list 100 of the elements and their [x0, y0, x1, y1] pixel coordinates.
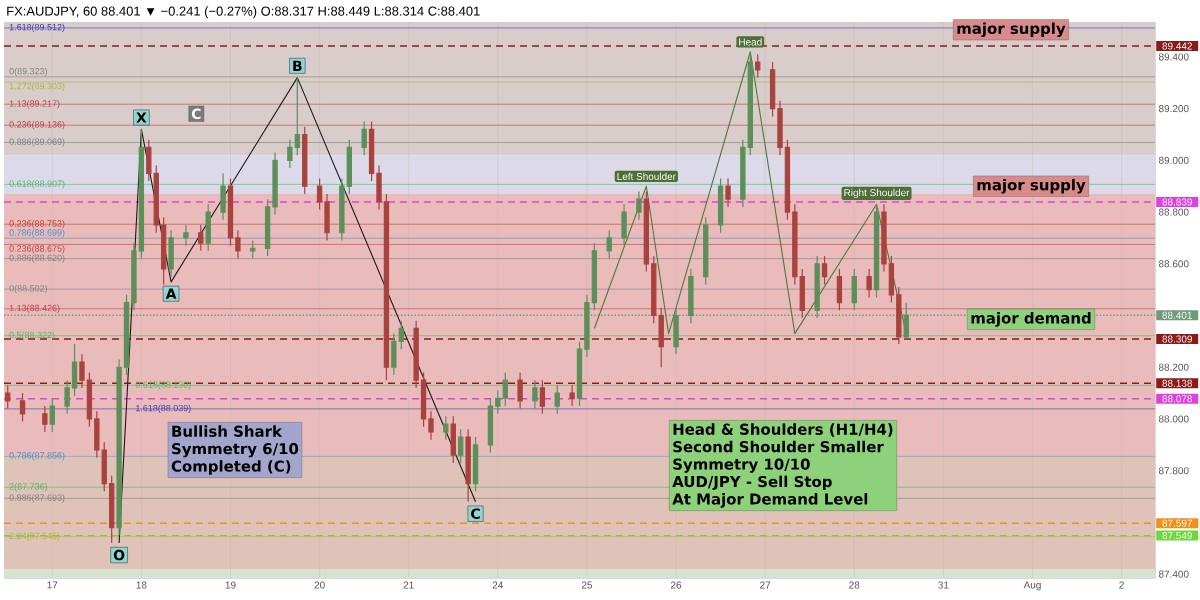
candlestick	[49, 397, 55, 433]
candlestick	[450, 415, 456, 464]
x-tick-label: Aug	[1023, 581, 1041, 591]
candlestick	[71, 343, 78, 397]
ref-line-label: 0.786(88.699)	[9, 229, 65, 238]
annotation: Right Shoulder	[844, 188, 910, 199]
annotation: Symmetry 6/10	[172, 443, 299, 458]
annotation: Head	[739, 38, 762, 46]
ref-line-label: 1.618(89.512)	[9, 23, 65, 33]
annotation: Left Shoulder	[617, 172, 676, 181]
annotation: A	[165, 288, 177, 299]
candlestick	[821, 255, 828, 286]
line-series	[593, 51, 907, 335]
annotation: C	[191, 108, 201, 120]
candlestick	[79, 353, 85, 389]
y-tick-label: 88.800	[1158, 208, 1189, 216]
candlestick	[755, 53, 761, 79]
annotation: Bullish Shark	[172, 425, 283, 437]
ref-line-label: 0(88.502)	[9, 284, 47, 294]
candlestick	[465, 428, 471, 503]
ref-line-label: 0(89.323)	[9, 67, 47, 77]
candlestick	[725, 177, 731, 208]
ref-line-label: 88.309	[1162, 335, 1192, 343]
candlestick	[584, 294, 590, 358]
x-tick-label: 18	[136, 581, 147, 589]
candlestick	[896, 286, 902, 345]
candlestick	[220, 172, 226, 221]
y-tick-label: 87.400	[1158, 570, 1189, 578]
candlestick	[495, 389, 501, 415]
candlestick	[324, 193, 330, 242]
candlestick	[658, 307, 664, 368]
ref-line-label: 0.5(88.322)	[9, 331, 55, 340]
candlestick	[413, 320, 419, 389]
candlestick	[443, 415, 449, 441]
ref-line-label: 0.236(88.675)	[9, 245, 65, 254]
ref-line-label: 89.442	[1162, 42, 1192, 50]
candlestick	[205, 203, 211, 252]
x-tick-label: 2	[1119, 581, 1124, 589]
x-tick-label: 19	[225, 581, 236, 589]
candlestick	[606, 229, 612, 260]
ref-line-label: 88.138	[1162, 379, 1193, 387]
candlestick	[777, 100, 783, 156]
ref-line-label: 0.886(89.069)	[9, 138, 65, 147]
candlestick	[792, 203, 798, 286]
ref-line-label: 1.272(89.303)	[9, 82, 65, 92]
annotation: O	[113, 549, 125, 561]
candlestick	[272, 151, 278, 216]
candlestick	[146, 139, 152, 182]
ref-line-label: 0.886(87.693)	[9, 494, 65, 503]
candlestick	[554, 384, 560, 415]
y-tick-label: 89.200	[1158, 105, 1189, 113]
ref-line-label: 88.401	[1162, 311, 1192, 319]
x-tick-label: 26	[671, 581, 682, 589]
ref-line-label: 87.597	[1162, 519, 1192, 527]
candlestick	[866, 268, 872, 299]
x-tick-label: 17	[47, 581, 58, 589]
ref-line-label: 0.786(87.856)	[9, 452, 65, 461]
candlestick	[881, 203, 887, 273]
candlestick	[458, 428, 464, 464]
candlestick	[64, 379, 70, 415]
candlestick	[673, 307, 679, 355]
y-tick-label: 89.400	[1158, 53, 1189, 61]
candlestick	[339, 177, 345, 242]
annotation: Completed (C)	[171, 460, 291, 475]
x-tick-label: 31	[938, 581, 949, 589]
candlestick	[19, 392, 26, 423]
ref-line-label: 88.839	[1162, 198, 1192, 206]
candlestick	[569, 384, 575, 407]
annotation: Head & Shoulders (H1/H4)	[673, 423, 893, 437]
annotation: major demand	[971, 312, 1091, 327]
x-tick-label: 25	[581, 581, 593, 589]
ref-line-label: 87.549	[1162, 532, 1192, 540]
candlestick	[391, 333, 397, 376]
annotation: AUD/JPY - Sell Stop	[672, 475, 832, 491]
ref-line-label: 0.236(88.753)	[9, 220, 65, 229]
candlestick	[398, 320, 404, 350]
candlestick	[517, 371, 523, 410]
ref-line-label: 1.618(88.039)	[136, 404, 191, 414]
candlestick	[94, 410, 100, 459]
ref-line-label: 88.078	[1162, 395, 1193, 403]
y-tick-label: 89.000	[1158, 156, 1189, 164]
candlestick	[198, 224, 204, 252]
x-tick-label: 20	[314, 581, 325, 589]
ref-line-label: 1.13(89.217)	[9, 100, 60, 109]
candlestick	[131, 242, 137, 311]
annotation: major supply	[977, 178, 1086, 194]
candlestick	[361, 120, 367, 156]
y-tick-label: 88.000	[1158, 415, 1189, 423]
annotation: Second Shoulder Smaller	[673, 440, 884, 453]
candlestick	[376, 164, 382, 211]
chart-title: FX:AUDJPY, 60 88.401 ▼ −0.241 (−0.27%) O:88.317 H:88.449 L:88.314 C:88.401	[7, 6, 480, 19]
x-tick-label: 24	[492, 581, 504, 589]
candlestick	[235, 229, 241, 260]
y-tick-label: 88.200	[1158, 363, 1189, 371]
ref-line-label: 2(87.736)	[9, 483, 47, 492]
candlestick	[688, 268, 694, 324]
candlestick	[183, 224, 189, 247]
y-tick-label: 87.800	[1158, 467, 1189, 475]
annotation: major supply	[957, 22, 1066, 38]
candlestick	[5, 384, 11, 410]
